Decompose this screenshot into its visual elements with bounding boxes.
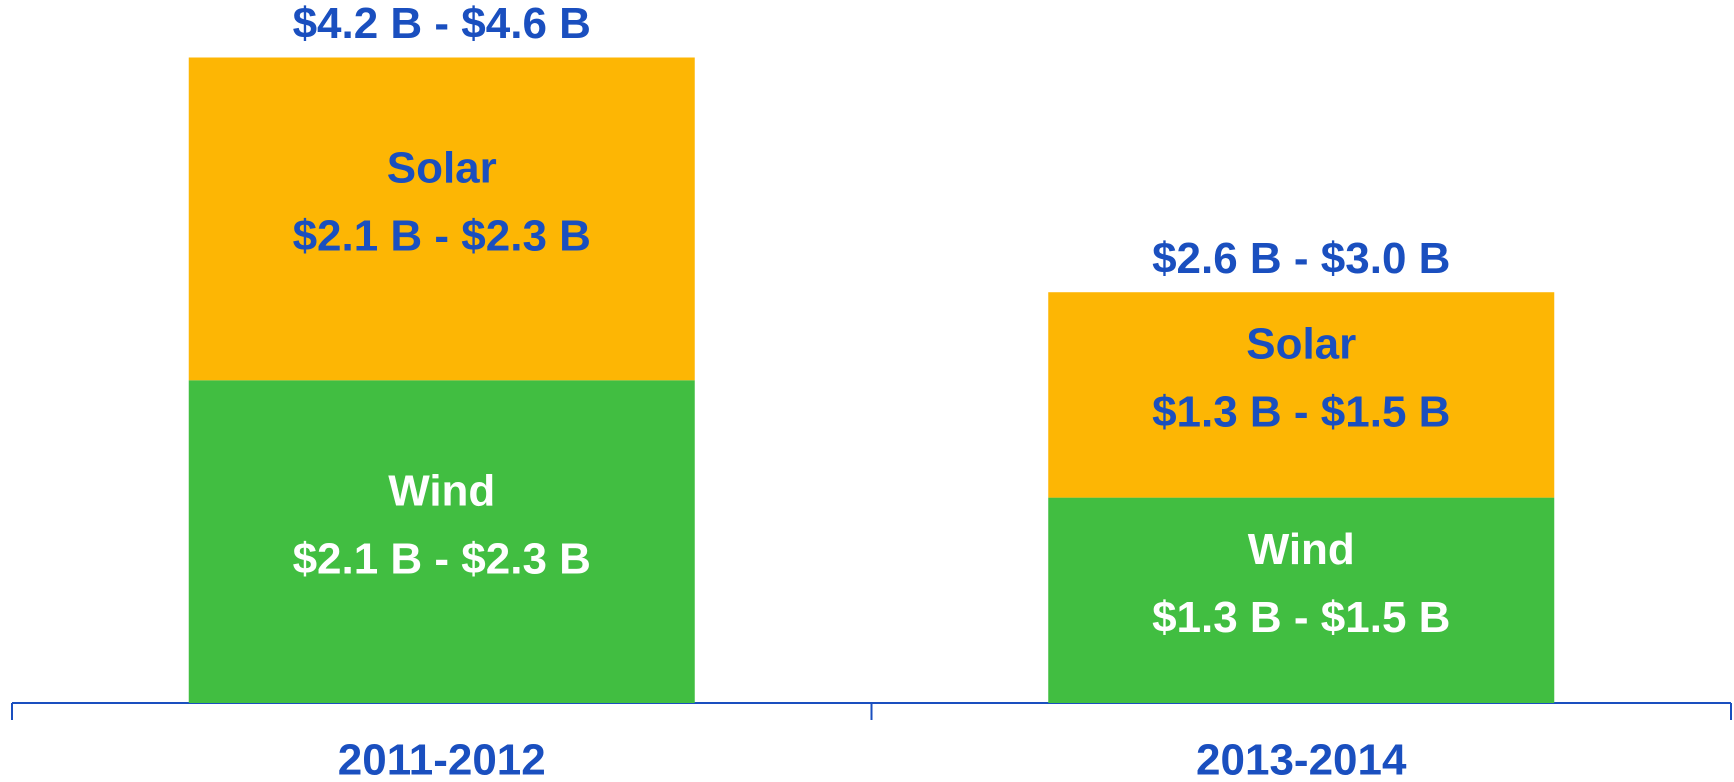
bar-segment bbox=[1048, 292, 1555, 498]
total-label: $4.2 B - $4.6 B bbox=[293, 0, 591, 48]
bar-segment bbox=[1048, 497, 1555, 703]
segment-name: Wind bbox=[1248, 525, 1355, 574]
segment-name: Wind bbox=[388, 466, 495, 515]
x-tick-label: 2013-2014 bbox=[1196, 736, 1407, 782]
segment-label: $1.3 B - $1.5 B bbox=[1152, 593, 1450, 642]
segment-name: Solar bbox=[1246, 320, 1356, 369]
segment-label: $1.3 B - $1.5 B bbox=[1152, 388, 1450, 437]
x-tick-label: 2011-2012 bbox=[338, 736, 546, 782]
segment-label: $2.1 B - $2.3 B bbox=[293, 534, 591, 583]
bar-segment bbox=[188, 57, 695, 381]
segment-label: $2.1 B - $2.3 B bbox=[293, 212, 591, 261]
bar-segment bbox=[188, 380, 695, 703]
segment-name: Solar bbox=[387, 144, 497, 193]
total-label: $2.6 B - $3.0 B bbox=[1152, 234, 1450, 283]
